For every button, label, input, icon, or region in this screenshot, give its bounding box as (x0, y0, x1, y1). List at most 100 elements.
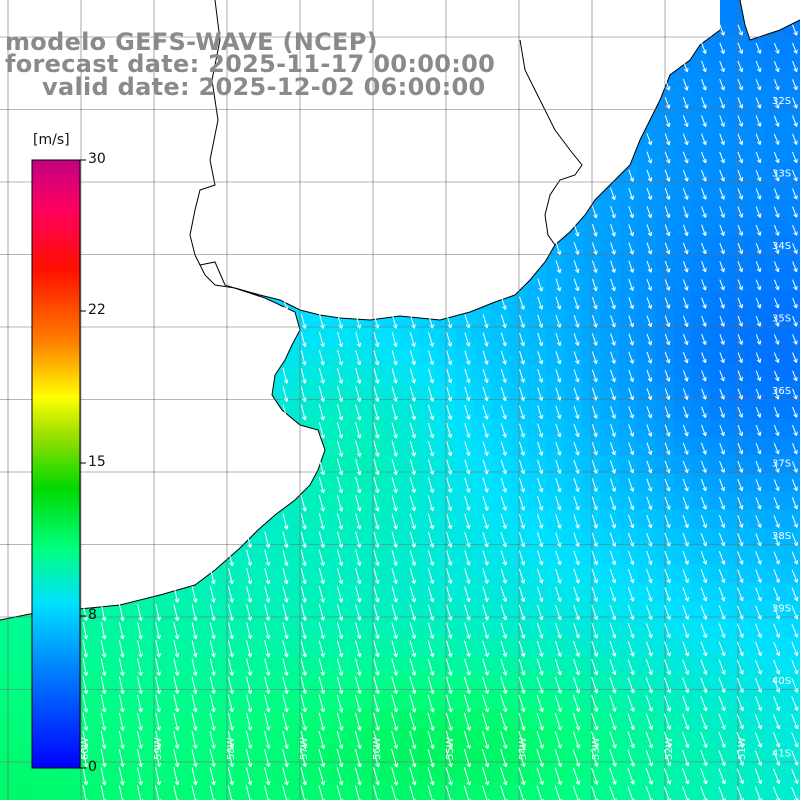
wind-speed-cell (527, 728, 547, 747)
wind-speed-cell (527, 364, 547, 383)
wind-speed-cell (691, 473, 711, 492)
wind-speed-cell (491, 691, 511, 711)
wind-arrow (355, 513, 362, 530)
wind-speed-cell (618, 400, 638, 420)
wind-arrow (737, 515, 744, 528)
wind-arrow (573, 278, 580, 292)
wind-speed-cell (382, 455, 401, 474)
wind-speed-cell (728, 345, 747, 365)
wind-speed-cell (546, 637, 565, 656)
wind-speed-cell (764, 473, 784, 492)
wind-speed-cell (618, 218, 638, 238)
wind-speed-cell (345, 455, 365, 474)
wind-arrow (409, 495, 416, 512)
wind-arrow (719, 424, 725, 437)
wind-speed-cell (327, 637, 347, 656)
wind-arrow (628, 169, 634, 182)
wind-speed-cell (163, 673, 183, 693)
wind-arrow (591, 496, 598, 511)
wind-speed-cell (236, 728, 256, 747)
border-path (189, 0, 221, 266)
wind-arrow (318, 476, 325, 494)
wind-speed-cell (382, 673, 401, 693)
wind-arrow (755, 479, 762, 492)
wind-arrow (591, 423, 598, 438)
wind-speed-cell (364, 436, 383, 456)
wind-speed-cell (127, 764, 147, 784)
wind-arrow (282, 549, 289, 567)
wind-speed-cell (473, 418, 492, 438)
wind-arrow (591, 514, 598, 529)
wind-speed-cell (691, 364, 711, 383)
wind-speed-cell (618, 546, 638, 565)
wind-speed-cell (546, 491, 565, 511)
wind-speed-cell (655, 400, 674, 420)
wind-arrow (264, 531, 271, 548)
wind-arrow (682, 297, 689, 309)
wind-speed-cell (163, 600, 183, 620)
wind-arrow (318, 513, 325, 530)
wind-speed-cell (455, 509, 474, 529)
wind-speed-cell (309, 327, 329, 347)
wind-speed-cell (291, 546, 310, 565)
wind-arrow (664, 315, 671, 328)
wind-speed-cell (418, 564, 438, 583)
wind-speed-cell (564, 436, 583, 456)
wind-arrow (646, 206, 653, 219)
wind-arrow (409, 477, 416, 494)
wind-speed-cell (291, 364, 310, 383)
wind-arrow (792, 243, 798, 254)
wind-speed-cell (728, 655, 747, 674)
wind-arrow (519, 332, 525, 347)
wind-arrow (737, 60, 744, 73)
wind-arrow (537, 314, 544, 328)
wind-speed-cell (618, 491, 638, 511)
wind-speed-cell (618, 509, 638, 529)
wind-arrow (482, 459, 489, 475)
wind-speed-cell (709, 254, 729, 274)
wind-speed-cell (218, 728, 238, 747)
coastline-path (0, 29, 721, 621)
wind-speed-cell (655, 382, 674, 401)
wind-arrow (482, 386, 489, 402)
longitude-label: 51W (737, 737, 748, 760)
wind-speed-cell (673, 218, 693, 238)
wind-arrow (336, 495, 344, 512)
wind-arrow (610, 351, 616, 364)
wind-arrow (319, 313, 325, 329)
wind-speed-cell (345, 364, 365, 383)
wind-arrow (755, 443, 762, 455)
wind-arrow (628, 496, 635, 511)
wind-arrow (318, 422, 325, 439)
wind-speed-cell (618, 527, 638, 547)
wind-arrow (701, 370, 707, 382)
wind-speed-cell (746, 728, 765, 747)
wind-speed-cell (309, 364, 329, 383)
wind-speed-cell (0, 691, 19, 711)
wind-speed-cell (455, 655, 474, 674)
wind-arrow (682, 514, 689, 529)
wind-speed-cell (673, 600, 693, 620)
wind-arrow (701, 279, 707, 291)
wind-speed-cell (673, 455, 693, 474)
colorbar (31, 159, 86, 769)
wind-arrow (555, 405, 562, 420)
wind-speed-cell (655, 782, 674, 800)
wind-speed-cell (728, 455, 747, 474)
wind-arrow (409, 458, 416, 475)
wind-speed-cell (600, 746, 620, 765)
wind-arrow (500, 387, 507, 402)
wind-arrow (646, 496, 653, 510)
wind-arrow (682, 460, 689, 474)
colorbar-unit: [m/s] (33, 132, 70, 148)
wind-speed-cell (473, 564, 492, 583)
wind-speed-cell (764, 72, 784, 92)
wind-speed-cell (309, 400, 329, 420)
wind-arrow (573, 478, 580, 493)
wind-arrow (427, 404, 435, 420)
wind-speed-cell (473, 764, 492, 784)
wind-speed-cell (309, 618, 329, 638)
wind-arrow (628, 442, 635, 456)
wind-arrow (427, 477, 435, 493)
wind-arrow (336, 440, 344, 457)
